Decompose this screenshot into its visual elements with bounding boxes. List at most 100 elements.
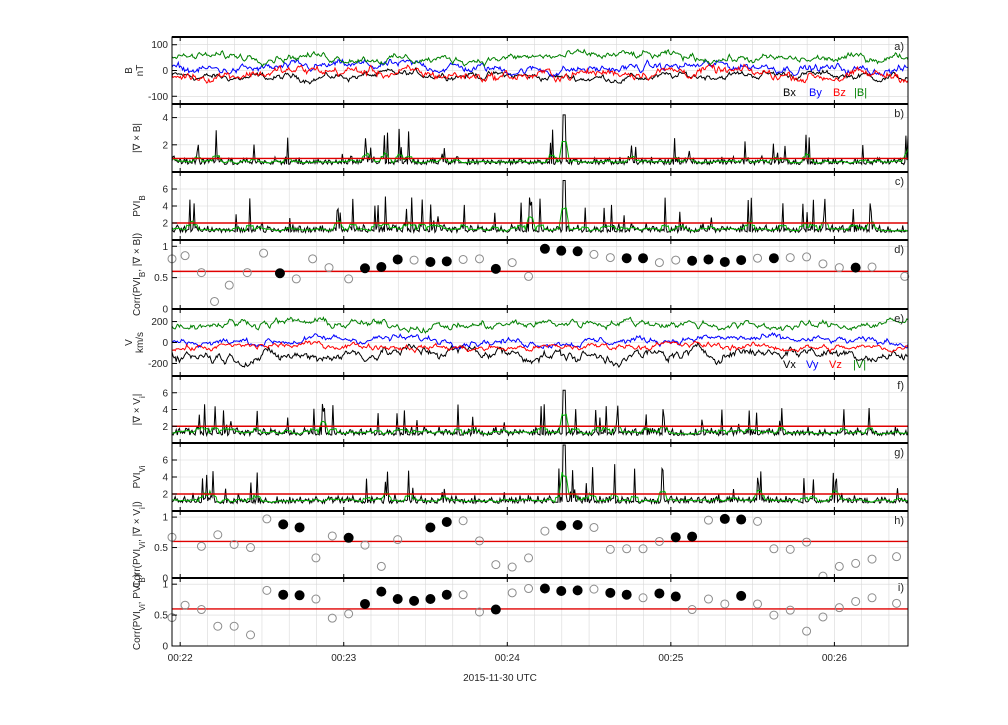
marker-h-4 <box>246 543 256 553</box>
ylabel-c: PVIB <box>132 195 147 216</box>
marker-i-25 <box>572 585 583 596</box>
ytick-label-f: 4 <box>162 405 168 416</box>
marker-h-26 <box>622 544 632 554</box>
marker-h-11 <box>360 540 370 550</box>
ylabel-h: Corr(PVIVi, |∇ × Vi|) <box>132 501 147 588</box>
marker-d-41 <box>834 263 844 273</box>
marker-h-39 <box>834 561 844 571</box>
marker-d-4 <box>224 280 234 290</box>
marker-h-37 <box>802 537 812 547</box>
ytick-label-h: 0 <box>162 574 168 585</box>
ylabel-i-part: V <box>138 605 147 611</box>
series-e-Vx <box>171 341 909 368</box>
ylabel-b-part: |∇ × B| <box>132 123 143 153</box>
ytick-label-i: 1 <box>162 580 168 591</box>
marker-h-42 <box>892 552 902 562</box>
marker-i-2 <box>196 605 206 615</box>
marker-d-21 <box>507 258 517 268</box>
ytick-label-g: 4 <box>162 473 168 484</box>
panel-g: 6 4 2 g) PVIVi <box>132 442 909 512</box>
marker-i-32 <box>687 605 697 615</box>
legend-a-Bz: Bz <box>833 87 846 99</box>
marker-h-35 <box>769 544 779 554</box>
ylabel-h-part: i <box>138 542 147 544</box>
marker-h-41 <box>867 554 877 564</box>
ytick-label-e: 200 <box>151 317 168 328</box>
marker-d-33 <box>703 254 714 265</box>
x-axis-label: 2015-11-30 UTC <box>463 673 537 684</box>
xtick-label-00-26: 00:26 <box>822 653 847 664</box>
marker-i-21 <box>507 588 517 598</box>
marker-h-29 <box>670 532 681 543</box>
panel-label-d: d) <box>894 244 904 256</box>
marker-i-3 <box>213 621 223 631</box>
marker-i-14 <box>392 594 403 605</box>
marker-h-24 <box>589 522 599 532</box>
marker-d-26 <box>589 249 599 259</box>
marker-d-35 <box>736 255 747 266</box>
series-f-smoothed <box>171 413 909 436</box>
marker-d-29 <box>638 253 649 264</box>
ylabel-e-unit: km/s <box>135 332 146 353</box>
marker-d-31 <box>671 255 681 265</box>
panel-f: 6 4 2 f) |∇ × Vi| <box>132 375 909 444</box>
marker-d-16 <box>425 256 436 267</box>
marker-i-9 <box>311 594 321 604</box>
marker-h-15 <box>441 516 452 527</box>
ylabel-d-part: , |∇ × B|) <box>132 233 143 272</box>
marker-i-38 <box>785 605 795 615</box>
panel-i: 10.50i)Corr(PVIVi, PVIB) <box>132 574 909 653</box>
marker-h-19 <box>507 562 517 572</box>
marker-h-2 <box>213 530 223 540</box>
marker-d-8 <box>291 274 301 284</box>
ylabel-c-part: PVI <box>132 201 143 217</box>
marker-i-8 <box>294 590 305 601</box>
legend-e-Vy: Vy <box>806 359 819 371</box>
ylabel-a-unit: nT <box>135 65 146 77</box>
panel-h: 10.50h)Corr(PVIVi, |∇ × Vi|) <box>132 501 909 588</box>
panel-label-e: e) <box>894 313 904 325</box>
marker-i-26 <box>589 584 599 594</box>
marker-d-13 <box>376 261 387 272</box>
marker-h-5 <box>262 514 272 524</box>
ytick-label-e: -200 <box>148 359 168 370</box>
series-g-smoothed <box>171 471 909 503</box>
marker-i-28 <box>621 589 632 600</box>
marker-d-9 <box>308 254 318 264</box>
series-a-Bz <box>171 63 909 84</box>
marker-h-21 <box>540 526 550 536</box>
ylabel-e: Vkm/s <box>124 332 146 353</box>
marker-d-20 <box>490 263 501 274</box>
marker-i-16 <box>425 594 436 605</box>
marker-i-36 <box>753 599 763 609</box>
marker-i-1 <box>180 600 190 610</box>
marker-i-43 <box>867 593 877 603</box>
marker-d-32 <box>687 255 698 266</box>
marker-d-17 <box>441 256 452 267</box>
marker-d-10 <box>324 263 334 273</box>
panel-label-a: a) <box>894 41 904 53</box>
marker-i-33 <box>703 594 713 604</box>
panel-d-background <box>172 240 908 309</box>
ytick-label-c: 6 <box>162 185 168 196</box>
ylabel-f-part: |∇ × V <box>132 398 143 426</box>
marker-i-23 <box>539 583 550 594</box>
marker-d-42 <box>850 262 861 273</box>
ylabel-e-name: V <box>124 339 135 346</box>
marker-i-29 <box>638 593 648 603</box>
panel-d: 1 0.5 0 d) Corr(PVIB, |∇ × B|) <box>132 233 910 316</box>
xtick-label-00-25: 00:25 <box>658 653 683 664</box>
panel-label-f: f) <box>897 380 904 392</box>
marker-h-28 <box>654 536 664 546</box>
marker-i-22 <box>524 584 534 594</box>
marker-i-34 <box>720 599 730 609</box>
ytick-label-a: 100 <box>151 40 168 51</box>
ytick-label-a: 0 <box>162 66 168 77</box>
marker-d-11 <box>344 274 354 284</box>
marker-d-12 <box>359 263 370 274</box>
marker-d-34 <box>719 256 730 267</box>
marker-h-8 <box>311 553 321 563</box>
marker-i-13 <box>376 586 387 597</box>
